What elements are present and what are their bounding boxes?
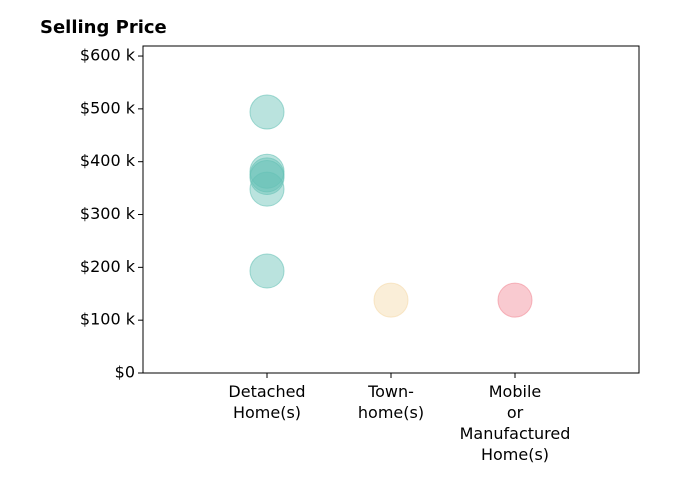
y-tick-label: $0 (115, 363, 135, 382)
y-tick-label: $500 k (80, 98, 136, 117)
chart-title: Selling Price (40, 17, 167, 38)
point (249, 253, 285, 289)
point (249, 171, 285, 207)
point (373, 282, 409, 318)
y-tick-label: $400 k (80, 151, 136, 170)
y-tick-label: $600 k (80, 46, 136, 65)
y-tick-label: $100 k (80, 310, 136, 329)
x-tick-label: Town- home(s) (357, 382, 425, 422)
point (497, 282, 533, 318)
plot-frame (142, 45, 640, 374)
x-tick-label: Detached Home(s) (228, 382, 306, 422)
y-tick-label: $300 k (80, 204, 136, 223)
y-tick-label: $200 k (80, 257, 136, 276)
x-tick-label: Mobile or Manufactured Home(s) (459, 382, 571, 464)
point (249, 160, 285, 196)
point (249, 94, 285, 130)
